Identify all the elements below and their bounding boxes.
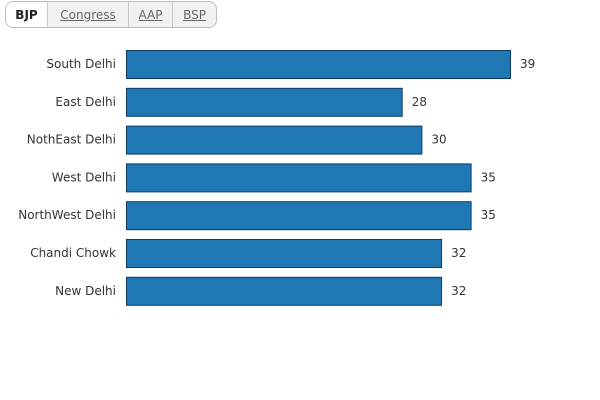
category-label-chandi-chowk: Chandi Chowk xyxy=(30,246,116,260)
bar-south-delhi[interactable] xyxy=(126,50,511,79)
category-label-south-delhi: South Delhi xyxy=(46,57,116,71)
tab-bsp[interactable]: BSP xyxy=(172,2,216,27)
party-tab-bar: BJP Congress AAP BSP xyxy=(5,1,217,28)
bar-notheast-delhi[interactable] xyxy=(126,125,423,155)
value-label-new-delhi: 32 xyxy=(451,284,466,298)
category-label-west-delhi: West Delhi xyxy=(52,170,116,184)
tab-bjp[interactable]: BJP xyxy=(6,2,47,27)
value-label-west-delhi: 35 xyxy=(481,170,496,184)
bar-east-delhi[interactable] xyxy=(126,87,403,117)
bar-northwest-delhi[interactable] xyxy=(126,201,472,231)
bar-west-delhi[interactable] xyxy=(126,163,472,193)
category-label-new-delhi: New Delhi xyxy=(55,284,116,298)
value-label-northwest-delhi: 35 xyxy=(481,208,496,222)
bar-new-delhi[interactable] xyxy=(126,276,443,306)
value-label-south-delhi: 39 xyxy=(520,57,535,71)
category-label-east-delhi: East Delhi xyxy=(55,95,116,109)
category-label-notheast-delhi: NothEast Delhi xyxy=(27,133,116,147)
tab-congress[interactable]: Congress xyxy=(47,2,128,27)
bar-chandi-chowk[interactable] xyxy=(126,239,443,268)
value-label-east-delhi: 28 xyxy=(412,95,427,109)
value-label-chandi-chowk: 32 xyxy=(451,246,466,260)
category-label-northwest-delhi: NorthWest Delhi xyxy=(18,208,116,222)
value-label-notheast-delhi: 30 xyxy=(431,133,446,147)
tab-aap[interactable]: AAP xyxy=(128,2,172,27)
